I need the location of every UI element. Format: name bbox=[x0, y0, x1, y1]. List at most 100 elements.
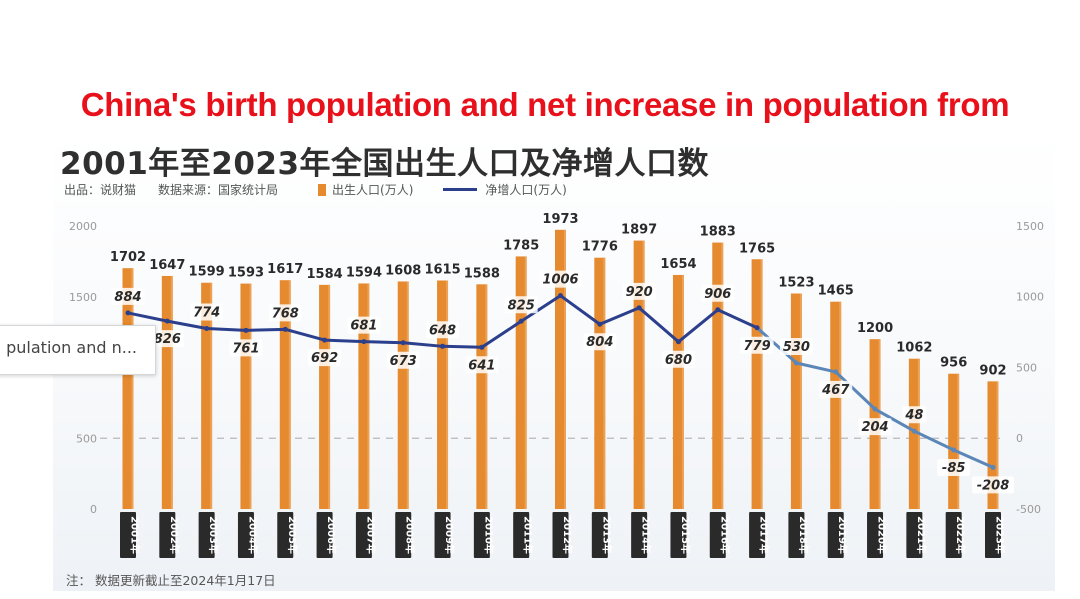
right-axis-tick: 1500 bbox=[1016, 220, 1044, 233]
bar-births-2014年 bbox=[633, 240, 645, 509]
year-label: 2020年 bbox=[876, 516, 889, 554]
year-tag-bg bbox=[395, 512, 412, 558]
net-point-2022年 bbox=[951, 447, 957, 453]
bar-value-label: 956 bbox=[940, 356, 967, 371]
bar-highlight bbox=[367, 283, 370, 509]
bar-births-2009年 bbox=[437, 280, 449, 509]
right-axis-tick: 500 bbox=[1016, 361, 1037, 374]
year-tag-bg bbox=[709, 512, 726, 558]
bar-value-label: 1599 bbox=[189, 265, 225, 280]
net-value-label: 774 bbox=[193, 305, 220, 320]
bar-highlight bbox=[799, 293, 802, 509]
year-tag-bg bbox=[159, 512, 176, 558]
year-label: 2007年 bbox=[364, 516, 377, 554]
year-label: 2008年 bbox=[404, 516, 417, 554]
year-tag-bg bbox=[631, 512, 648, 558]
bar-value-label: 1584 bbox=[306, 267, 342, 282]
bar-value-label: 1594 bbox=[346, 265, 382, 280]
bar-births-2011年 bbox=[515, 256, 527, 509]
legend-bar-swatch bbox=[318, 183, 327, 196]
tooltip-text: pulation and n... bbox=[6, 338, 137, 357]
net-value-label: 530 bbox=[783, 340, 810, 355]
net-point-2009年 bbox=[440, 343, 446, 349]
net-value-label: 826 bbox=[154, 332, 181, 347]
net-point-2005年 bbox=[282, 326, 288, 332]
year-tag-bg bbox=[434, 512, 451, 558]
bar-highlight bbox=[957, 373, 960, 509]
bar-highlight bbox=[603, 257, 606, 509]
net-label-bg bbox=[308, 349, 342, 367]
year-label: 2019年 bbox=[836, 516, 849, 554]
year-label: 2006年 bbox=[325, 516, 338, 554]
bar-value-label: 1973 bbox=[542, 212, 578, 227]
year-label: 2009年 bbox=[443, 516, 456, 554]
net-point-2017年 bbox=[754, 325, 760, 331]
net-value-label: 680 bbox=[665, 353, 692, 368]
net-label-bg bbox=[583, 333, 617, 351]
bar-value-label: 1897 bbox=[621, 223, 657, 238]
year-tag-bg bbox=[198, 512, 215, 558]
year-tag-bg bbox=[670, 512, 687, 558]
net-label-bg bbox=[622, 282, 656, 300]
year-tag-bg bbox=[513, 512, 530, 558]
bar-births-2004年 bbox=[240, 283, 252, 509]
net-label-bg bbox=[740, 336, 774, 354]
bar-births-2013年 bbox=[594, 257, 606, 509]
year-tag-bg bbox=[749, 512, 766, 558]
year-labels-layer: 2001年 2002年 2003年 2004年 2005年 2006年 2007年 2008年… bbox=[120, 512, 1007, 558]
bar-value-label: 1785 bbox=[503, 238, 539, 253]
net-value-label: -208 bbox=[977, 478, 1010, 493]
bar-value-label: 902 bbox=[979, 363, 1006, 378]
net-label-bg bbox=[504, 296, 538, 314]
year-label: 2010年 bbox=[482, 516, 495, 554]
net-label-bg bbox=[150, 330, 184, 348]
bar-births-2018年 bbox=[790, 293, 802, 509]
bar-value-label: 1465 bbox=[818, 284, 854, 299]
net-point-2001年 bbox=[125, 310, 131, 316]
year-label: 2001年 bbox=[129, 516, 142, 554]
net-point-2018年 bbox=[793, 360, 799, 366]
year-tag-bg bbox=[906, 512, 923, 558]
net-value-label: 768 bbox=[272, 306, 299, 321]
year-tag-bg bbox=[985, 512, 1001, 558]
net-label-bg bbox=[858, 418, 892, 436]
english-caption: China's birth population and net increas… bbox=[80, 86, 1010, 123]
net-value-label: 681 bbox=[350, 319, 377, 334]
bar-births-2007年 bbox=[358, 283, 370, 509]
year-label: 2021年 bbox=[915, 516, 928, 554]
left-axis-tick: 2000 bbox=[69, 220, 97, 233]
bars-layer bbox=[122, 229, 999, 510]
bar-highlight bbox=[446, 280, 449, 509]
bar-births-2019年 bbox=[830, 301, 842, 509]
bar-births-2010年 bbox=[476, 284, 488, 509]
net-value-label: 884 bbox=[114, 290, 141, 305]
bar-value-label: 1062 bbox=[896, 341, 932, 356]
bar-births-2001年 bbox=[122, 268, 134, 509]
bar-value-label: 1776 bbox=[582, 240, 618, 255]
net-label-bg bbox=[701, 284, 735, 302]
data-source-label: 数据来源：国家统计局 bbox=[158, 183, 279, 197]
net-point-2013年 bbox=[597, 321, 603, 327]
net-value-label: 906 bbox=[704, 287, 731, 302]
year-tag-bg bbox=[788, 512, 805, 558]
right-axis-tick: 0 bbox=[1016, 432, 1023, 445]
bar-births-2006年 bbox=[319, 284, 331, 509]
bar-highlight bbox=[288, 280, 291, 509]
bar-highlight bbox=[249, 283, 252, 509]
year-label: 2005年 bbox=[286, 516, 299, 554]
net-point-2015年 bbox=[675, 339, 681, 345]
net-label-bg bbox=[539, 270, 582, 288]
net-point-2012年 bbox=[558, 293, 563, 299]
bar-births-2022年 bbox=[948, 373, 960, 509]
bar-highlight bbox=[564, 229, 566, 509]
net-value-label: 48 bbox=[904, 408, 923, 423]
bar-highlight bbox=[681, 274, 684, 509]
net-label-bg bbox=[465, 356, 499, 374]
year-tag-bg bbox=[355, 512, 372, 558]
net-point-2007年 bbox=[361, 339, 367, 345]
tooltip-popup[interactable]: pulation and n... bbox=[0, 325, 156, 375]
bar-value-label: 1523 bbox=[778, 275, 814, 290]
chart-title: 2001年至2023年全国出生人口及净增人口数 bbox=[60, 146, 710, 182]
